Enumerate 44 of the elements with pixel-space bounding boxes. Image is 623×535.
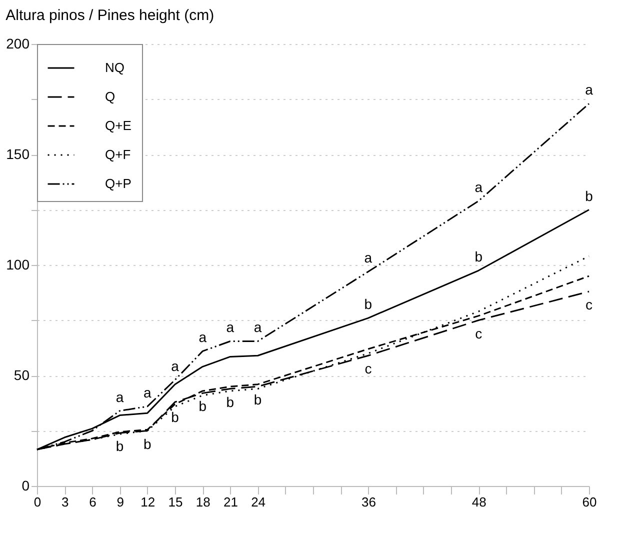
x-tick-label: 12 [140, 494, 156, 510]
annotation: a [585, 82, 594, 98]
annotation: c [586, 296, 592, 313]
annotation: a [171, 358, 180, 374]
y-tick-label: 200 [6, 36, 30, 52]
x-tick-label: 6 [89, 494, 96, 510]
x-tick-label: 48 [472, 494, 486, 510]
x-tick-label: 36 [361, 494, 376, 510]
annotation: a [198, 329, 207, 346]
legend-label: Q+F [105, 147, 131, 162]
chart-title: Altura pinos / Pines height (cm) [6, 7, 214, 24]
annotation: b [116, 438, 124, 454]
annotation: a [474, 178, 483, 195]
annotation: b [171, 409, 180, 426]
legend-label: Q+P [105, 176, 132, 191]
y-tick-label: 150 [6, 146, 30, 162]
annotation: c [364, 360, 372, 377]
annotation: c [475, 325, 482, 342]
x-tick-label: 9 [116, 494, 124, 510]
x-tick-label: 60 [582, 494, 597, 510]
annotation: a [254, 319, 262, 336]
annotation: b [144, 436, 152, 452]
x-tick-label: 21 [223, 494, 238, 510]
y-tick-label: 100 [6, 256, 30, 272]
x-tick-label: 0 [34, 494, 42, 510]
annotation: b [585, 188, 594, 204]
legend-label: Q+E [105, 118, 132, 133]
annotation: a [116, 388, 124, 405]
y-tick-label: 0 [22, 478, 30, 494]
annotation: b [474, 248, 483, 265]
annotation: b [226, 394, 234, 410]
legend-label: Q [105, 89, 116, 104]
y-tick-label: 50 [14, 367, 30, 383]
x-tick-label: 15 [168, 494, 183, 510]
annotation: a [226, 319, 234, 336]
x-tick-label: 3 [61, 494, 69, 510]
annotation: a [364, 250, 372, 266]
annotation: b [198, 398, 207, 414]
x-tick-label: 18 [196, 494, 210, 510]
x-tick-label: 24 [251, 494, 266, 510]
legend-label: NQ [105, 60, 124, 75]
annotation: b [364, 296, 372, 312]
annotation: b [254, 392, 262, 408]
annotation: a [144, 384, 152, 400]
